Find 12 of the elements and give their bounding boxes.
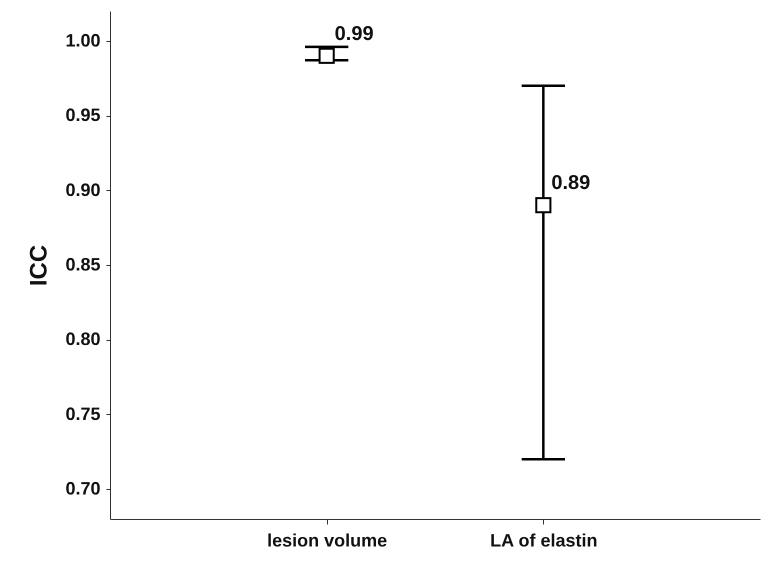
y-tick-label: 0.95 (65, 105, 100, 126)
y-tick-label: 0.90 (65, 180, 100, 200)
y-tick-label: 0.75 (65, 404, 100, 424)
y-tick-label: 1.00 (65, 30, 100, 50)
y-tick-label: 0.70 (65, 478, 100, 499)
y-tick-label: 0.85 (65, 254, 100, 274)
y-axis-title: ICC (25, 244, 52, 286)
x-tick-label: lesion volume (267, 530, 388, 550)
data-label: 0.89 (551, 172, 590, 194)
data-label: 0.99 (334, 22, 374, 45)
y-tick-label: 0.80 (65, 329, 100, 350)
x-tick-label: LA of elastin (490, 530, 598, 550)
